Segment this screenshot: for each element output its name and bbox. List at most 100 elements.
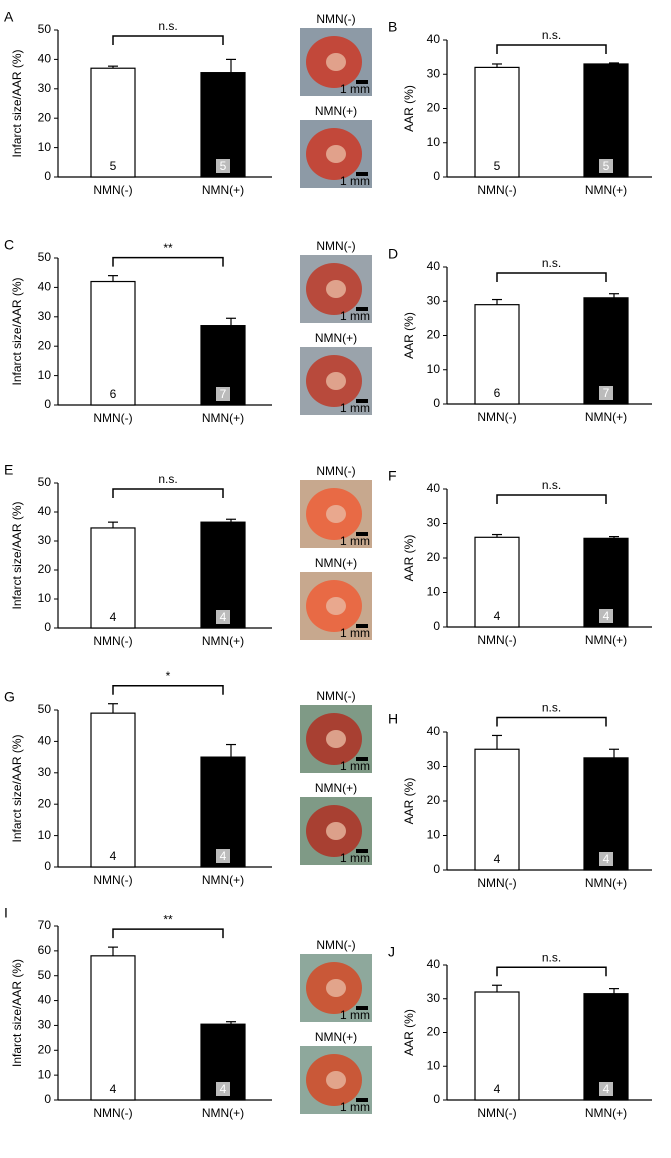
bar	[90, 712, 136, 868]
y-tick-label: 60	[38, 943, 52, 957]
significance-label: **	[163, 241, 173, 255]
photo-label: NMN(-)	[316, 239, 355, 253]
significance-label: n.s.	[542, 28, 561, 42]
y-tick-label: 30	[427, 66, 441, 80]
y-tick-label: 30	[38, 765, 52, 779]
photo-label: NMN(+)	[315, 104, 357, 118]
y-tick-label: 40	[38, 993, 52, 1007]
significance-bracket	[112, 35, 224, 45]
x-tick-label: NMN(+)	[202, 1106, 244, 1120]
n-label: 6	[110, 387, 117, 401]
n-box	[216, 387, 230, 401]
y-tick-label: 0	[433, 619, 440, 633]
x-tick-label: NMN(+)	[585, 410, 627, 424]
y-tick-label: 70	[38, 918, 52, 932]
y-tick-label: 0	[433, 169, 440, 183]
y-tick-label: 20	[38, 562, 52, 576]
panel-label: B	[388, 19, 397, 35]
n-label: 4	[494, 852, 501, 866]
scale-bar	[356, 624, 368, 628]
bar	[583, 757, 629, 871]
bar	[90, 67, 136, 178]
panel-label: E	[4, 462, 13, 478]
significance-bracket	[112, 256, 224, 267]
y-axis-label: AAR (%)	[402, 312, 416, 359]
photo-label: NMN(-)	[316, 12, 355, 26]
scale-label: 1 mm	[340, 1008, 370, 1022]
y-tick-label: 10	[38, 1067, 52, 1081]
y-tick-label: 0	[44, 859, 51, 873]
n-box	[599, 609, 613, 623]
bar	[90, 955, 136, 1101]
photo-label: NMN(-)	[316, 464, 355, 478]
significance-bracket	[496, 272, 607, 282]
y-tick-label: 30	[38, 81, 52, 95]
scale-bar	[356, 1006, 368, 1010]
panel-label: A	[4, 9, 14, 25]
y-tick-label: 30	[427, 293, 441, 307]
heart-lumen	[326, 372, 346, 390]
scale-label: 1 mm	[340, 174, 370, 188]
scale-bar	[356, 1098, 368, 1102]
x-tick-label: NMN(-)	[477, 410, 516, 424]
significance-label: n.s.	[542, 701, 561, 715]
y-tick-label: 40	[38, 280, 52, 294]
n-box	[216, 159, 230, 173]
scale-bar	[356, 307, 368, 311]
photo-label: NMN(+)	[315, 556, 357, 570]
bar	[90, 280, 136, 406]
photo-label: NMN(+)	[315, 331, 357, 345]
significance-bracket	[112, 928, 224, 939]
n-label: 5	[603, 159, 610, 173]
n-label: 4	[494, 1082, 501, 1096]
n-label: 4	[494, 609, 501, 623]
x-tick-label: NMN(-)	[477, 633, 516, 647]
y-axis-label: Infarct size/AAR (%)	[10, 49, 24, 157]
y-tick-label: 30	[38, 1018, 52, 1032]
n-label: 5	[220, 159, 227, 173]
n-box	[599, 1082, 613, 1096]
y-tick-label: 10	[38, 828, 52, 842]
n-label: 5	[494, 159, 501, 173]
n-label: 4	[110, 610, 117, 624]
y-tick-label: 20	[427, 1025, 441, 1039]
significance-bracket	[496, 494, 607, 504]
significance-label: n.s.	[542, 950, 561, 964]
photo-label: NMN(-)	[316, 938, 355, 952]
scale-label: 1 mm	[340, 309, 370, 323]
n-box	[216, 849, 230, 863]
n-label: 4	[603, 1082, 610, 1096]
n-label: 4	[220, 1082, 227, 1096]
panel-label: J	[388, 944, 395, 960]
x-tick-label: NMN(+)	[202, 873, 244, 887]
bar	[90, 527, 136, 629]
y-tick-label: 40	[427, 259, 441, 273]
y-tick-label: 50	[38, 702, 52, 716]
y-tick-label: 20	[38, 338, 52, 352]
significance-bracket	[496, 44, 607, 54]
y-tick-label: 50	[38, 250, 52, 264]
y-axis-label: AAR (%)	[402, 85, 416, 132]
scale-bar	[356, 399, 368, 403]
significance-label: n.s.	[542, 256, 561, 270]
y-tick-label: 0	[44, 620, 51, 634]
y-tick-label: 10	[427, 135, 441, 149]
y-tick-label: 20	[427, 328, 441, 342]
panel-label: D	[388, 246, 398, 262]
x-tick-label: NMN(-)	[477, 1106, 516, 1120]
n-label: 5	[110, 159, 117, 173]
scale-label: 1 mm	[340, 626, 370, 640]
x-tick-label: NMN(-)	[93, 634, 132, 648]
x-tick-label: NMN(+)	[585, 633, 627, 647]
y-tick-label: 20	[38, 1042, 52, 1056]
y-tick-label: 30	[427, 516, 441, 530]
x-tick-label: NMN(+)	[585, 876, 627, 890]
x-tick-label: NMN(+)	[202, 183, 244, 197]
scale-bar	[356, 172, 368, 176]
n-label: 7	[603, 386, 610, 400]
y-tick-label: 50	[38, 968, 52, 982]
y-tick-label: 40	[38, 734, 52, 748]
y-tick-label: 40	[38, 504, 52, 518]
y-tick-label: 10	[38, 591, 52, 605]
